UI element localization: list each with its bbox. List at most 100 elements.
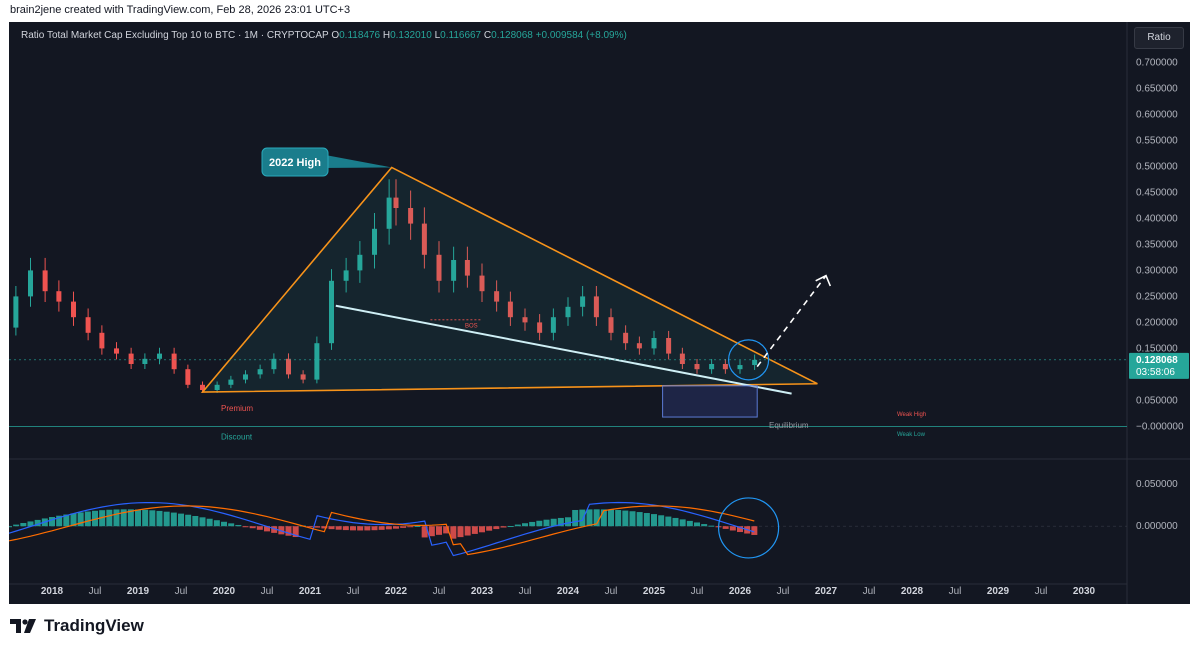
macd-histogram-bar <box>149 510 156 527</box>
macd-histogram-bar <box>729 526 736 531</box>
candle-body <box>286 358 291 375</box>
ratio-button[interactable]: Ratio <box>1134 27 1184 49</box>
macd-histogram-bar <box>350 526 356 531</box>
close-label: C <box>483 30 492 41</box>
macd-histogram-bar <box>421 526 428 538</box>
y-tick-label: 0.450000 <box>1136 187 1178 198</box>
macd-histogram-bar <box>550 518 557 527</box>
macd-histogram-bar <box>120 509 127 527</box>
macd-histogram-bar <box>271 526 278 533</box>
macd-histogram-bar <box>400 526 407 528</box>
candle-body <box>71 301 76 318</box>
candle-body <box>185 369 191 385</box>
macd-histogram-bar <box>113 509 120 527</box>
candle-body <box>608 317 614 333</box>
chart-canvas[interactable]: 0.700000 0.650000 0.600000 0.550000 0.500000… <box>9 22 1190 604</box>
candle-body <box>357 254 363 271</box>
y-tick-label: 0.600000 <box>1136 109 1178 120</box>
macd-histogram-bar <box>106 509 113 527</box>
candle-body <box>565 306 571 318</box>
macd-histogram-bar <box>665 516 672 527</box>
macd-histogram-bar <box>565 517 571 527</box>
macd-histogram-bar <box>751 526 758 535</box>
equilibrium-label: Equilibrium <box>769 421 809 430</box>
candle-body <box>393 197 399 208</box>
candle-body <box>679 353 685 364</box>
macd-histogram-bar <box>199 517 206 527</box>
x-tick-label: Jul <box>777 586 790 597</box>
macd-histogram-bar <box>192 515 199 527</box>
candle-body <box>142 358 148 364</box>
candle-body <box>99 332 105 349</box>
candle-body <box>228 379 234 385</box>
x-tick-label: 2027 <box>815 586 838 597</box>
candle-body <box>507 301 513 318</box>
macd-histogram-bar <box>722 526 729 529</box>
x-tick-label: 2028 <box>901 586 924 597</box>
macd-histogram-bar <box>178 513 184 527</box>
macd-histogram-bar <box>493 526 500 530</box>
candle-body <box>522 317 528 323</box>
x-tick-label: 2018 <box>41 586 64 597</box>
weak-low-label: Weak Low <box>897 432 926 438</box>
macd-histogram-bar <box>486 526 493 531</box>
macd-histogram-bar <box>450 526 457 539</box>
open-label: O <box>331 30 340 41</box>
x-tick-label: Jul <box>261 586 274 597</box>
tradingview-logo[interactable]: TradingView <box>10 616 144 636</box>
macd-histogram-bar <box>163 511 170 527</box>
macd-histogram-bar <box>414 525 421 527</box>
order-block <box>662 385 758 418</box>
x-tick-label: Jul <box>433 586 446 597</box>
macd-histogram-bar <box>514 524 521 527</box>
macd-histogram-bar <box>307 526 313 528</box>
macd-histogram-bar <box>522 523 528 527</box>
callout-pointer <box>320 154 392 168</box>
close-value: 0.128068 <box>491 30 533 41</box>
macd-histogram-bar <box>185 514 192 527</box>
macd-histogram-bar <box>371 526 378 531</box>
chart-frame[interactable]: 0.700000 0.650000 0.600000 0.550000 0.500000… <box>9 22 1190 604</box>
macd-histogram-bar <box>206 518 213 527</box>
y-tick-label: 0.250000 <box>1136 291 1178 302</box>
x-tick-label: 2026 <box>729 586 752 597</box>
x-tick-label: Jul <box>175 586 188 597</box>
macd-histogram-bar <box>443 526 450 534</box>
macd-histogram-bar <box>228 523 235 527</box>
macd-histogram-bar <box>479 526 485 533</box>
macd-histogram-bar <box>364 526 371 531</box>
x-tick-label: 2024 <box>557 586 580 597</box>
candle-body <box>214 384 220 390</box>
candle-body <box>56 291 62 302</box>
macd-histogram-bar <box>464 526 471 536</box>
macd-histogram-bar <box>529 521 536 527</box>
macd-histogram-bar <box>457 526 464 538</box>
candle-body <box>114 348 119 354</box>
candle-body <box>537 322 543 333</box>
bos-label: BOS <box>465 324 478 330</box>
macd-histogram-bar <box>342 526 349 531</box>
x-tick-label: 2019 <box>127 586 150 597</box>
candle-body <box>271 358 277 370</box>
low-label: L <box>434 30 441 41</box>
candle-body <box>580 296 586 307</box>
y-tick-label: 0.550000 <box>1136 135 1178 146</box>
x-tick-label: 2021 <box>299 586 322 597</box>
macd-histogram-bar <box>536 520 543 527</box>
macd-histogram-bar <box>708 525 715 527</box>
macd-histogram-bar <box>622 510 629 527</box>
candle-body <box>343 270 349 281</box>
projection-arrowhead <box>815 274 832 287</box>
macd-histogram-bar <box>615 510 622 527</box>
macd-histogram-bar <box>586 509 593 527</box>
candle-body <box>386 197 392 229</box>
macd-histogram-bar <box>249 526 256 529</box>
macd-histogram-bar <box>471 526 478 534</box>
macd-histogram-bar <box>686 520 693 527</box>
macd-histogram-bar <box>407 526 414 528</box>
callout-box <box>261 147 329 177</box>
candle-body <box>85 317 91 333</box>
candle-body <box>157 353 162 359</box>
macd-histogram-bar <box>436 526 442 535</box>
weak-high-label: Weak High <box>897 412 926 418</box>
